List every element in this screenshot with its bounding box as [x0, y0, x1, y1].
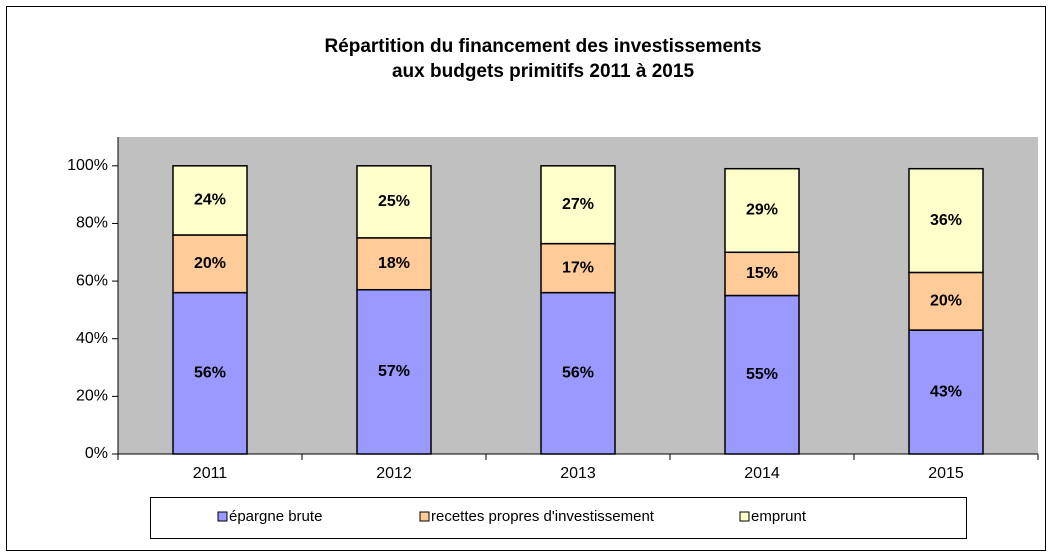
data-label: 55% — [746, 366, 778, 383]
legend-label: épargne brute — [229, 508, 322, 525]
y-tick-label: 60% — [76, 272, 108, 289]
x-tick-label: 2011 — [193, 465, 228, 482]
x-tick-label: 2013 — [560, 465, 596, 482]
x-tick-label: 2014 — [744, 465, 780, 482]
y-tick-label: 0% — [85, 445, 108, 462]
y-tick-label: 20% — [76, 388, 108, 405]
data-label: 27% — [562, 196, 594, 213]
bar-segment — [908, 271, 984, 331]
y-tick-label: 100% — [67, 157, 108, 174]
data-label: 20% — [194, 255, 226, 272]
bar-segment — [356, 288, 432, 455]
bar-segment — [172, 234, 248, 294]
y-tick-label: 40% — [76, 330, 108, 347]
data-label: 57% — [378, 363, 410, 380]
data-label: 56% — [194, 365, 226, 382]
bar-segment — [724, 294, 800, 455]
bar-segment — [540, 165, 616, 245]
data-label: 56% — [562, 365, 594, 382]
legend-swatch — [739, 511, 750, 522]
data-label: 43% — [930, 383, 962, 400]
data-label: 15% — [746, 265, 778, 282]
bar-segment — [724, 251, 800, 297]
legend-label: emprunt — [751, 508, 807, 525]
bar-segment — [356, 165, 432, 239]
data-label: 25% — [378, 193, 410, 210]
legend — [150, 497, 967, 539]
data-label: 17% — [562, 259, 594, 276]
data-label: 24% — [194, 192, 226, 209]
bar-segment — [172, 291, 248, 455]
legend-swatch — [419, 511, 430, 522]
y-tick-label: 80% — [76, 215, 108, 232]
chart-title: aux budgets primitifs 2011 à 2015 — [392, 61, 694, 82]
bar-segment — [172, 165, 248, 236]
legend-swatch — [217, 511, 228, 522]
bar-segment — [540, 242, 616, 294]
x-tick-label: 2012 — [376, 465, 412, 482]
data-label: 29% — [746, 202, 778, 219]
chart-title: Répartition du financement des investiss… — [324, 36, 761, 57]
data-label: 20% — [930, 292, 962, 309]
legend-label: recettes propres d'investissement — [431, 508, 655, 525]
bar-segment — [724, 167, 800, 254]
bar-segment — [908, 329, 984, 455]
data-label: 36% — [930, 212, 962, 229]
bar-segment — [540, 291, 616, 455]
data-label: 18% — [378, 255, 410, 272]
x-tick-label: 2015 — [928, 465, 964, 482]
bar-segment — [908, 167, 984, 274]
